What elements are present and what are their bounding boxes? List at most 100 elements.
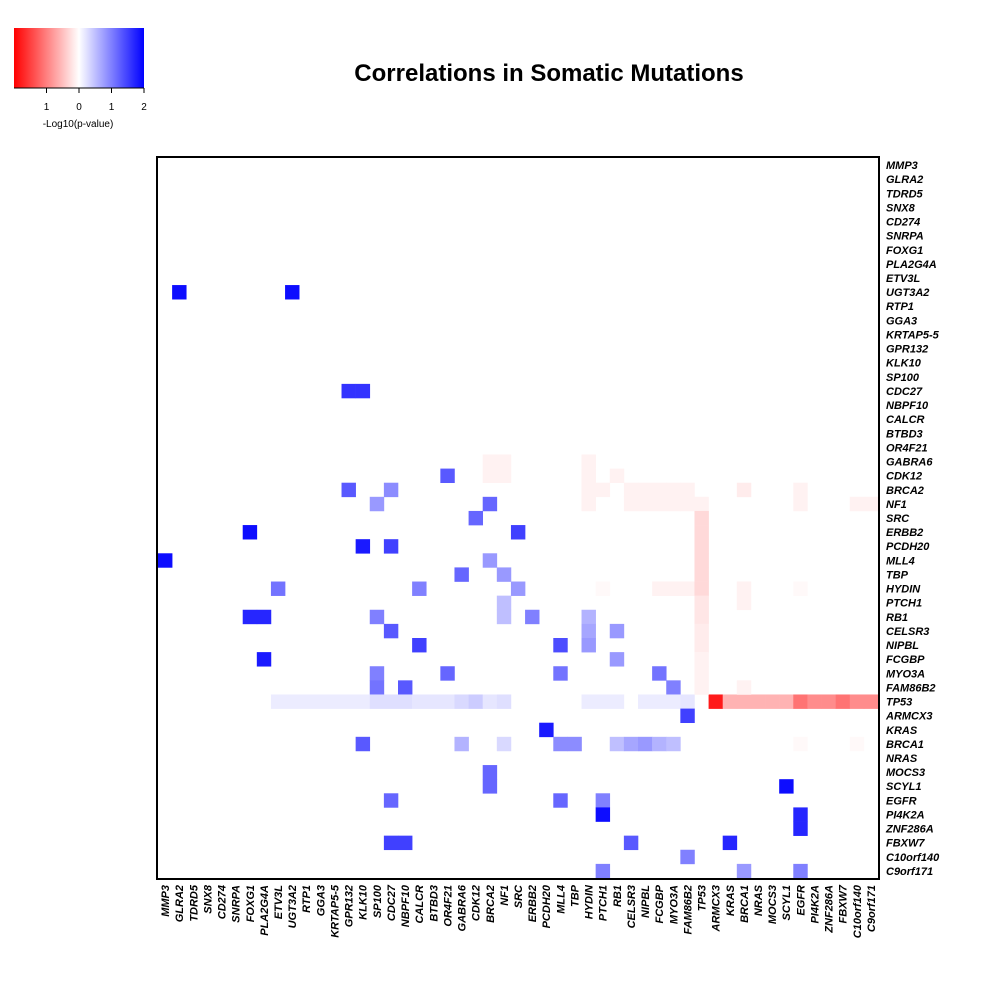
heatmap-cell-C9orf171-PTCH1 bbox=[595, 863, 611, 879]
x-tick-label: BTBD3 bbox=[428, 885, 440, 922]
heatmap-cell-GABRA6-BRCA2 bbox=[482, 454, 498, 469]
x-tick-label: GABRA6 bbox=[457, 884, 469, 931]
heatmap-cell-C10orf140-FAM86B2 bbox=[680, 849, 695, 865]
heatmap-cell-FBXW7-NBPF10 bbox=[398, 835, 413, 851]
y-tick-label: CELSR3 bbox=[886, 626, 929, 638]
heatmap-cell-GABRA6-HYDIN bbox=[581, 454, 596, 469]
y-tick-label: TP53 bbox=[886, 697, 912, 709]
x-tick-label: BRCA2 bbox=[485, 885, 497, 923]
y-tick-label: BRCA2 bbox=[886, 485, 924, 497]
heatmap-cell-FBXW7-KRAS bbox=[722, 835, 738, 851]
y-tick-label: ZNF286A bbox=[885, 824, 934, 836]
heatmap-cell-TP53-RB1 bbox=[609, 694, 625, 709]
heatmap-cell-BRCA1-RB1 bbox=[609, 736, 625, 752]
y-tick-label: GLRA2 bbox=[886, 174, 923, 186]
y-tick-label: FCGBP bbox=[886, 654, 925, 666]
heatmap-cell-HYDIN-FCGBP bbox=[652, 581, 667, 596]
x-tick-label: PI4K2A bbox=[809, 885, 821, 924]
x-tick-label: ERBB2 bbox=[527, 885, 539, 922]
heatmap-cell-BRCA1-NIPBL bbox=[638, 736, 653, 752]
y-tick-label: SNX8 bbox=[886, 202, 916, 214]
heatmap-cell-CELSR3-RB1 bbox=[609, 623, 625, 639]
heatmap-cell-TP53-ARMCX3 bbox=[708, 694, 724, 709]
y-tick-label: C10orf140 bbox=[886, 852, 940, 864]
y-tick-label: BRCA1 bbox=[886, 739, 924, 751]
y-axis-labels: MMP3 GLRA2 TDRD5 SNX8 CD274 SNRPA FOXG1 PLA2G4A… bbox=[885, 160, 940, 878]
heatmap-cell-SCYL1-BRCA2 bbox=[482, 779, 498, 794]
heatmap-cell-TP53-ETV3L bbox=[270, 694, 286, 709]
heatmap-cell-PTCH1-BRCA1 bbox=[736, 595, 752, 611]
x-tick-label: NIPBL bbox=[640, 885, 652, 918]
heatmap-cell-GABRA6-NF1 bbox=[496, 454, 512, 469]
heatmap-cell-MYO3A-SP100 bbox=[369, 666, 385, 681]
heatmap-cell-FCGBP-RB1 bbox=[609, 652, 625, 667]
heatmap-cell-NF1-C9orf171 bbox=[863, 496, 879, 512]
heatmap-cell-EGFR-CDC27 bbox=[383, 793, 399, 808]
x-tick-label: NF1 bbox=[499, 885, 511, 906]
heatmap-cell-C9orf171-EGFR bbox=[793, 863, 808, 879]
heatmap-cell-TP53-FAM86B2 bbox=[680, 694, 695, 709]
y-tick-label: MLL4 bbox=[886, 555, 915, 567]
heatmap-cell-BRCA1-TBP bbox=[567, 736, 582, 752]
heatmap-cell-TP53-RTP1 bbox=[299, 694, 314, 709]
heatmap-cell-BRCA1-MLL4 bbox=[553, 736, 568, 752]
heatmap-cell-TP53-KRTAP5-5 bbox=[327, 694, 342, 709]
y-tick-label: MMP3 bbox=[886, 160, 918, 172]
heatmap-cell-NF1-HYDIN bbox=[581, 496, 596, 512]
x-tick-label: NRAS bbox=[753, 884, 765, 916]
heatmap-cell-TP53-KRAS bbox=[722, 694, 738, 709]
heatmap-cell-NIPBL-HYDIN bbox=[581, 638, 596, 653]
heatmap-cell-MLL4-BRCA2 bbox=[482, 553, 498, 568]
heatmap-cell-BRCA2-CDC27 bbox=[383, 482, 399, 498]
x-tick-label: PLA2G4A bbox=[259, 885, 271, 936]
heatmap-cell-HYDIN-SRC bbox=[510, 581, 526, 596]
x-tick-label: SP100 bbox=[372, 884, 384, 918]
heatmap-cell-KRAS-PCDH20 bbox=[539, 722, 554, 738]
y-tick-label: SNRPA bbox=[886, 231, 924, 243]
heatmap-cell-ZNF286A-EGFR bbox=[793, 821, 808, 836]
x-tick-label: SCYL1 bbox=[781, 885, 793, 920]
x-tick-label: ZNF286A bbox=[824, 885, 836, 934]
x-tick-label: RTP1 bbox=[301, 885, 313, 913]
heatmap-cell-FAM86B2-MYO3A bbox=[666, 680, 681, 695]
y-tick-label: C9orf171 bbox=[886, 866, 933, 878]
heatmap-cell-CDC27-KLK10 bbox=[355, 383, 371, 399]
y-tick-label: KRAS bbox=[886, 725, 918, 737]
y-tick-label: CALCR bbox=[886, 414, 925, 426]
legend-tick-label: 1 bbox=[109, 102, 115, 113]
plot-frame bbox=[156, 156, 880, 880]
heatmap-cell-CDK12-OR4F21 bbox=[440, 468, 455, 484]
x-tick-label: GGA3 bbox=[315, 885, 327, 916]
heatmap-cell-RB1-HYDIN bbox=[581, 609, 596, 625]
x-tick-label: ARMCX3 bbox=[711, 885, 723, 932]
heatmap-cell-TP53-FBXW7 bbox=[835, 694, 851, 709]
y-tick-label: HYDIN bbox=[886, 584, 921, 596]
heatmap-cell-NF1-MYO3A bbox=[666, 496, 681, 512]
heatmap-cell-SRC-TP53 bbox=[694, 510, 709, 526]
heatmap-cell-TP53-GABRA6 bbox=[454, 694, 469, 709]
heatmap-cell-BRCA1-FCGBP bbox=[652, 736, 667, 752]
heatmap-cell-CELSR3-HYDIN bbox=[581, 623, 596, 639]
x-tick-label: KLK10 bbox=[358, 884, 370, 920]
heatmap-cell-NF1-EGFR bbox=[793, 496, 808, 512]
heatmap-cell-TP53-NRAS bbox=[750, 694, 766, 709]
heatmap-cell-NIPBL-CALCR bbox=[412, 638, 427, 653]
x-tick-label: CDC27 bbox=[386, 884, 398, 921]
heatmap-cell-MLL4-TP53 bbox=[694, 553, 709, 568]
y-tick-label: FAM86B2 bbox=[886, 682, 936, 694]
x-tick-label: HYDIN bbox=[584, 884, 596, 919]
heatmap-cell-TP53-GGA3 bbox=[313, 694, 328, 709]
y-tick-label: SCYL1 bbox=[886, 781, 921, 793]
heatmap-cell-UGT3A2-UGT3A2 bbox=[285, 285, 300, 300]
heatmap-cell-C9orf171-BRCA1 bbox=[736, 863, 752, 879]
x-tick-label: ETV3L bbox=[273, 885, 285, 920]
heatmap-cell-BRCA2-MYO3A bbox=[666, 482, 681, 498]
heatmap-cell-BRCA1-GABRA6 bbox=[454, 736, 469, 752]
heatmap-cell-ERBB2-SRC bbox=[510, 525, 526, 540]
y-tick-label: GABRA6 bbox=[886, 457, 933, 469]
heatmap-cell-ARMCX3-FAM86B2 bbox=[680, 708, 695, 724]
heatmap-cell-BRCA2-PTCH1 bbox=[595, 482, 611, 498]
heatmap-cell-PCDH20-KLK10 bbox=[355, 539, 371, 554]
heatmap-cell-BRCA2-HYDIN bbox=[581, 482, 596, 498]
heatmap-cell-NF1-CELSR3 bbox=[623, 496, 639, 512]
